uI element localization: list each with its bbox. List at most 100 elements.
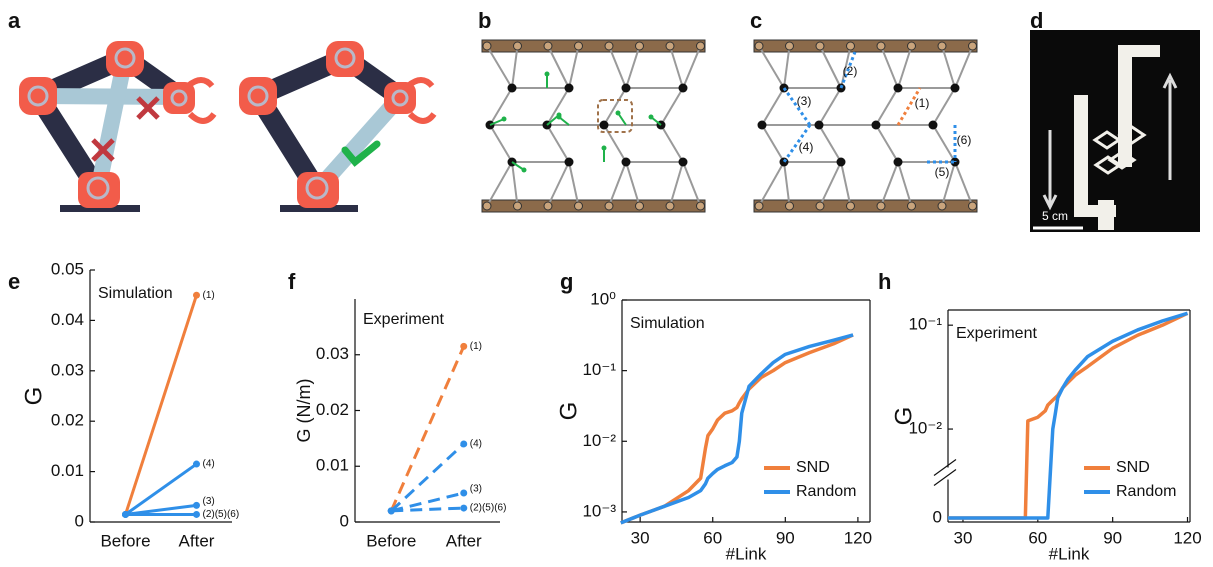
- x-tick-label: 90: [1103, 528, 1122, 547]
- node: [837, 158, 846, 167]
- panel-label: e: [8, 269, 20, 294]
- point: [193, 292, 200, 299]
- link: [876, 125, 898, 162]
- node: [815, 121, 824, 130]
- legend-label: Random: [1116, 483, 1176, 500]
- anchor: [847, 202, 855, 210]
- node: [872, 121, 881, 130]
- anchor: [755, 42, 763, 50]
- node: [565, 158, 574, 167]
- node: [894, 84, 903, 93]
- arrow-head: [522, 168, 527, 173]
- anchor: [877, 42, 885, 50]
- link: [604, 125, 626, 162]
- panel-label: d: [1030, 8, 1043, 33]
- anchor: [605, 42, 613, 50]
- node: [622, 84, 631, 93]
- x-tick-label: Before: [100, 531, 150, 550]
- y-tick-label: 10⁻²: [582, 431, 616, 450]
- panel-label: f: [288, 269, 296, 294]
- y-tick-label: 10⁰: [590, 289, 616, 308]
- arrow-head: [602, 146, 607, 151]
- anchor: [938, 202, 946, 210]
- anchor: [575, 202, 583, 210]
- link: [547, 88, 569, 125]
- series-label: (4): [470, 439, 482, 450]
- y-axis-label: G: [555, 402, 582, 421]
- node: [679, 84, 688, 93]
- node: [508, 84, 517, 93]
- panel-label: b: [478, 8, 491, 33]
- series-line: [126, 295, 197, 514]
- y-axis-label: G: [20, 387, 47, 406]
- annotation: Experiment: [956, 325, 1037, 342]
- x-axis-label: #Link: [726, 544, 767, 563]
- legend-label: SND: [1116, 459, 1150, 476]
- anchor: [816, 202, 824, 210]
- anchor: [908, 202, 916, 210]
- anchor: [786, 42, 794, 50]
- x-tick-label: 60: [1028, 528, 1047, 547]
- link-label: (6): [957, 133, 972, 147]
- point: [460, 490, 467, 497]
- link: [955, 162, 973, 206]
- y-tick-label: 0.04: [51, 310, 84, 329]
- link: [784, 162, 790, 206]
- anchor: [969, 42, 977, 50]
- series-label: (3): [470, 484, 482, 495]
- anchor: [544, 202, 552, 210]
- link: [609, 162, 626, 206]
- panel-label: g: [560, 269, 573, 294]
- anchor: [847, 42, 855, 50]
- y-tick-label: 10⁻¹: [582, 360, 616, 379]
- series-label: (2)(5)(6): [470, 503, 507, 514]
- link: [490, 125, 512, 162]
- anchor: [483, 42, 491, 50]
- panel-label: a: [8, 8, 21, 33]
- y-tick-label: 0.03: [316, 344, 349, 363]
- series-line: [391, 444, 464, 511]
- link: [819, 125, 841, 162]
- point: [193, 502, 200, 509]
- anchor: [877, 202, 885, 210]
- y-tick-label: 0.01: [316, 456, 349, 475]
- figure: 5 cm abcdefgh(1)(2)(3)(4)(5)(6)00.010.02…: [0, 0, 1213, 567]
- y-tick-label: 0.03: [51, 360, 84, 379]
- link-label: (1): [915, 96, 930, 110]
- link: [841, 162, 851, 206]
- node: [758, 121, 767, 130]
- node: [600, 121, 609, 130]
- x-tick-label: After: [179, 531, 215, 550]
- link: [569, 162, 579, 206]
- y-axis-label: G (N/m): [294, 379, 314, 443]
- point: [122, 511, 129, 518]
- link: [881, 162, 898, 206]
- link: [548, 162, 569, 206]
- link-label: (4): [799, 140, 814, 154]
- anchor: [636, 42, 644, 50]
- y-tick-label: 0.02: [316, 400, 349, 419]
- panel-label: c: [750, 8, 762, 33]
- y-axis-label: G: [890, 407, 917, 426]
- arrow-head: [649, 115, 654, 120]
- x-tick-label: 120: [844, 528, 872, 547]
- link: [661, 88, 683, 125]
- link: [626, 162, 640, 206]
- point: [193, 511, 200, 518]
- link-label: (3): [797, 94, 812, 108]
- x-tick-label: 90: [776, 528, 795, 547]
- anchor: [514, 42, 522, 50]
- link: [487, 162, 512, 206]
- node: [929, 121, 938, 130]
- x-tick-label: 120: [1173, 528, 1201, 547]
- x-tick-label: 30: [954, 528, 973, 547]
- node: [622, 158, 631, 167]
- link: [820, 162, 841, 206]
- node: [679, 158, 688, 167]
- series-line: [391, 346, 464, 510]
- anchor: [605, 202, 613, 210]
- panel-label: h: [878, 269, 891, 294]
- link: [547, 125, 569, 162]
- anchor: [575, 42, 583, 50]
- link: [759, 162, 784, 206]
